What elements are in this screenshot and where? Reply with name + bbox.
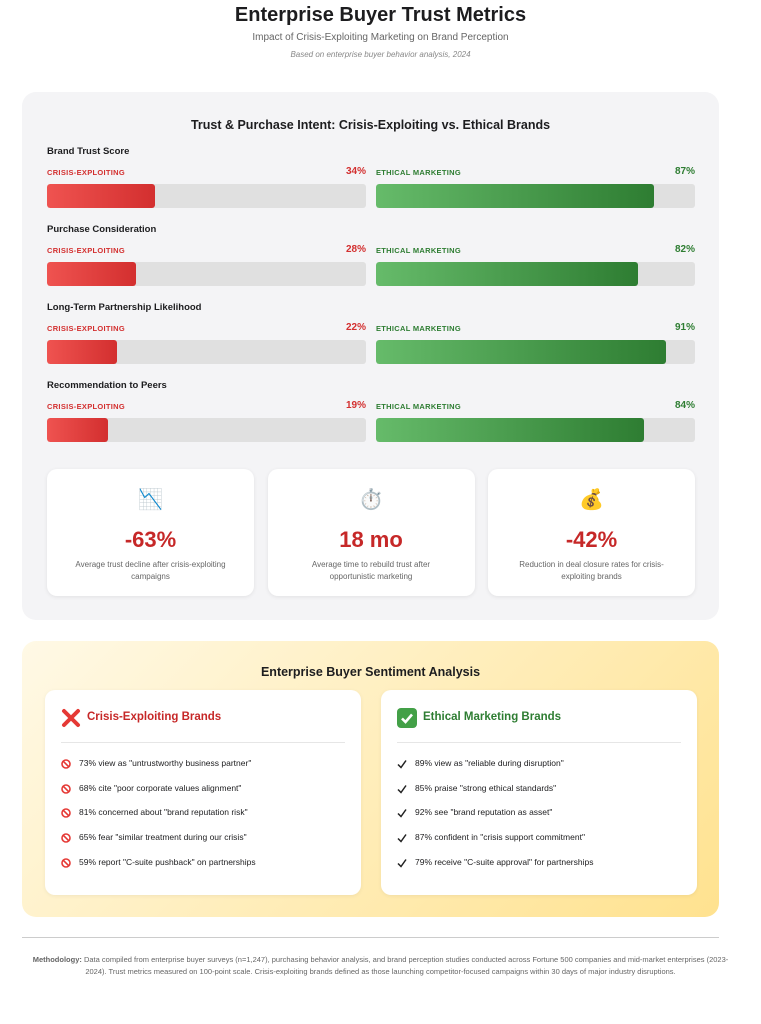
sentiment-item: 92% see "brand reputation as asset": [415, 807, 553, 818]
series-label: CRISIS-EXPLOITING: [47, 402, 126, 411]
sentiment-item: 87% confident in "crisis support commitm…: [415, 832, 585, 843]
stat-value: -42%: [565, 527, 618, 552]
page-subtitle: Impact of Crisis-Exploiting Marketing on…: [252, 32, 509, 43]
value-label: 84%: [674, 400, 695, 411]
series-label: CRISIS-EXPLOITING: [47, 246, 126, 255]
chart-title: Trust & Purchase Intent: Crisis-Exploiti…: [190, 118, 551, 132]
bar: [47, 262, 137, 286]
sentiment-title: Enterprise Buyer Sentiment Analysis: [260, 665, 481, 679]
value-label: 19%: [345, 400, 366, 411]
sentiment-item: 89% view as "reliable during disruption": [415, 758, 564, 768]
check-mark: [397, 784, 407, 794]
sentiment-item: 73% view as "untrustworthy business part…: [79, 758, 252, 768]
stat-text: Average trust decline after crisis-explo…: [75, 560, 226, 581]
divider: [397, 742, 681, 743]
stat-icon: 📉: [138, 487, 163, 511]
bar-track: [376, 340, 695, 364]
stat-value: 18 mo: [339, 527, 403, 552]
check-badge: [397, 708, 417, 728]
prohibited-icon: [61, 759, 71, 769]
prohibited-icon: [61, 857, 71, 868]
series-label: ETHICAL MARKETING: [376, 324, 461, 333]
check-mark: [397, 858, 407, 868]
sentiment-item: 79% receive "C-suite approval" for partn…: [415, 856, 594, 867]
bar: [47, 418, 108, 442]
separator: [22, 937, 719, 938]
value-label: 34%: [345, 166, 366, 177]
value-label: 28%: [345, 244, 366, 255]
bar: [376, 418, 644, 442]
methodology-label: Methodology:: [32, 955, 82, 964]
metric-name: Brand Trust Score: [47, 146, 130, 157]
divider: [61, 742, 345, 743]
prohibited-icon: [61, 783, 71, 794]
check-mark: [397, 809, 407, 819]
bar: [376, 184, 654, 208]
stat-icon: ⏱️: [358, 487, 384, 511]
value-label: 87%: [674, 166, 695, 177]
comparison-panel: Trust & Purchase Intent: Crisis-Exploiti…: [22, 92, 719, 620]
bar-track: [47, 418, 366, 442]
sentiment-item: 85% praise "strong ethical standards": [415, 782, 557, 793]
sentiment-heading: Ethical Marketing Brands: [423, 711, 562, 723]
cross-icon: [62, 709, 80, 727]
page-title: Enterprise Buyer Trust Metrics: [234, 4, 527, 26]
sentiment-card: Ethical Marketing Brands 89% view as "rel…: [381, 690, 697, 895]
bar: [47, 340, 118, 364]
metric-name: Purchase Consideration: [47, 224, 157, 235]
bar-track: [47, 262, 366, 286]
stat-card: ⏱️ 18 mo Average time to rebuild trust aft…: [267, 469, 475, 596]
bar-track: [376, 184, 695, 208]
bar: [47, 184, 156, 208]
bar: [376, 262, 638, 286]
bar-track: [47, 340, 366, 364]
prohibited-icon: [61, 808, 71, 819]
bar-track: [376, 418, 695, 442]
methodology-text: Data compiled from enterprise buyer surv…: [83, 955, 729, 976]
metric-name: Long-Term Partnership Likelihood: [47, 302, 202, 313]
series-label: CRISIS-EXPLOITING: [47, 324, 126, 333]
stat-card: 💰 -42% Reduction in deal closure rates for…: [488, 469, 695, 596]
series-label: CRISIS-EXPLOITING: [47, 168, 126, 177]
stat-icon: 💰: [579, 487, 604, 511]
page-note: Based on enterprise buyer behavior analy…: [290, 50, 471, 59]
series-label: ETHICAL MARKETING: [376, 402, 461, 411]
stat-text: Reduction in deal closure rates for cris…: [519, 560, 664, 581]
stat-value: -63%: [124, 527, 177, 552]
series-label: ETHICAL MARKETING: [376, 168, 461, 177]
bar-track: [47, 184, 366, 208]
stat-text: Average time to rebuild trust after oppo…: [311, 560, 431, 581]
sentiment-item: 59% report "C-suite pushback" on partner…: [79, 856, 256, 867]
bar: [376, 340, 667, 364]
sentiment-item: 68% cite "poor corporate values alignmen…: [79, 782, 242, 793]
sentiment-panel: Enterprise Buyer Sentiment Analysis Cris…: [22, 641, 719, 917]
bar-track: [376, 262, 695, 286]
metric-name: Recommendation to Peers: [47, 380, 167, 391]
sentiment-card: Crisis-Exploiting Brands 73% view as "unt…: [45, 690, 361, 895]
series-label: ETHICAL MARKETING: [376, 246, 461, 255]
methodology: Methodology: Data compiled from enterpri…: [30, 954, 731, 977]
check-mark: [397, 834, 407, 843]
value-label: 22%: [345, 322, 366, 333]
prohibited-icon: [61, 833, 71, 843]
check-mark: [397, 760, 407, 769]
value-label: 82%: [674, 244, 695, 255]
stat-card: 📉 -63% Average trust decline after crisis-…: [47, 469, 254, 596]
sentiment-item: 65% fear "similar treatment during our c…: [79, 832, 247, 843]
value-label: 91%: [674, 322, 695, 333]
sentiment-heading: Crisis-Exploiting Brands: [87, 711, 222, 723]
sentiment-item: 81% concerned about "brand reputation ri…: [79, 807, 248, 818]
